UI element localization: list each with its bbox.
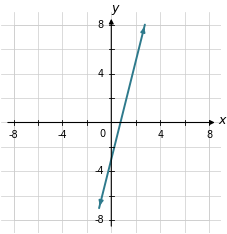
Text: -8: -8 [94,215,104,225]
Text: 4: 4 [97,69,104,79]
Text: 0: 0 [99,129,105,139]
Text: -4: -4 [57,130,67,140]
Text: -4: -4 [94,166,104,176]
Text: 8: 8 [205,130,211,140]
Text: x: x [218,114,225,127]
Text: 8: 8 [97,20,104,30]
Text: 4: 4 [156,130,163,140]
Text: y: y [111,2,118,15]
Text: -8: -8 [9,130,18,140]
